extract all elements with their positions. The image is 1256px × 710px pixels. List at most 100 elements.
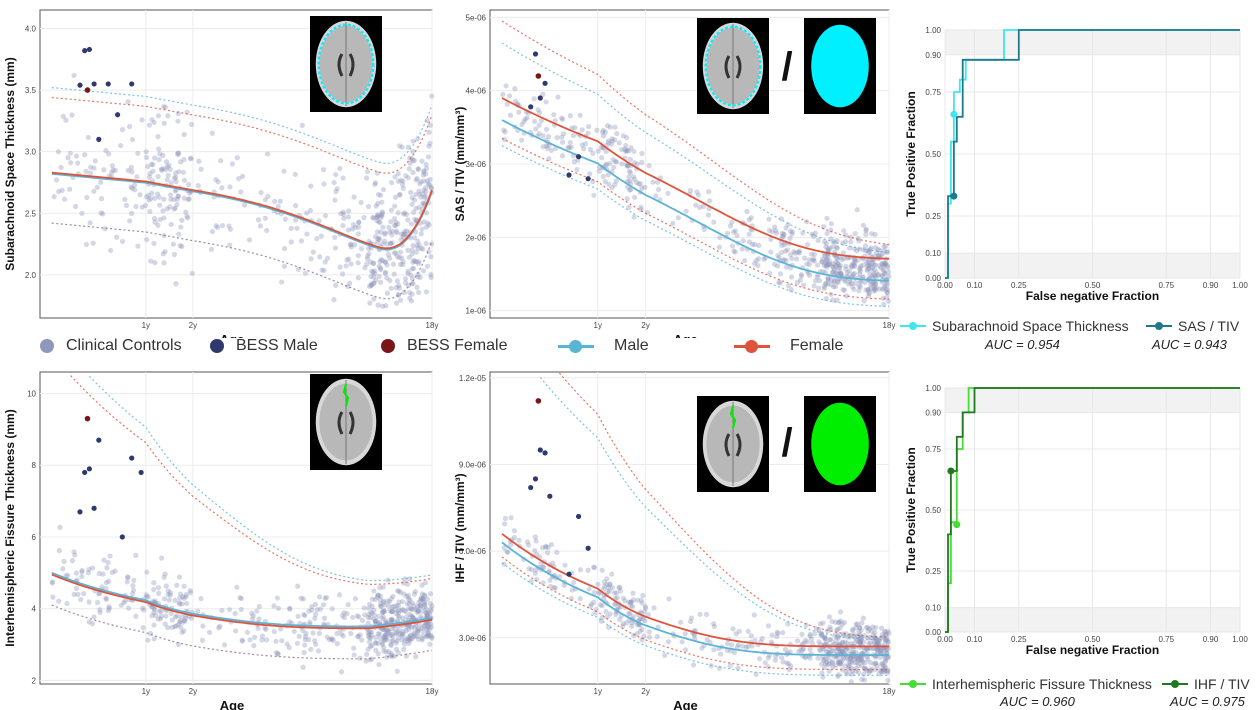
- x-tick-label: 18y: [883, 687, 896, 696]
- control-point: [626, 599, 632, 605]
- control-point: [395, 609, 402, 616]
- control-point: [829, 618, 835, 625]
- control-point: [102, 226, 108, 232]
- control-point: [400, 628, 406, 635]
- control-point: [642, 184, 648, 190]
- control-point: [398, 297, 404, 303]
- control-point: [654, 633, 660, 640]
- y-tick-label: 10: [27, 390, 36, 399]
- control-point: [152, 259, 158, 266]
- control-point: [300, 596, 306, 602]
- control-point: [393, 250, 399, 256]
- control-point: [821, 285, 827, 291]
- control-point: [421, 219, 427, 225]
- control-point: [293, 217, 299, 223]
- control-point: [388, 650, 394, 657]
- x-tick-label: 1y: [594, 687, 602, 696]
- control-point: [532, 548, 538, 554]
- control-point: [794, 638, 801, 644]
- control-point: [404, 601, 411, 607]
- control-point: [91, 188, 97, 194]
- control-point: [148, 258, 154, 264]
- control-point: [806, 261, 813, 268]
- control-point: [178, 224, 184, 230]
- control-point: [425, 612, 431, 618]
- control-point: [585, 130, 591, 136]
- control-point: [378, 603, 384, 609]
- control-point: [612, 137, 618, 143]
- control-point: [779, 230, 785, 236]
- control-point: [424, 625, 430, 631]
- control-point: [389, 626, 395, 632]
- control-point: [426, 143, 432, 149]
- control-point: [834, 278, 841, 284]
- control-point: [626, 204, 632, 210]
- control-point: [839, 257, 845, 263]
- control-point: [238, 595, 244, 602]
- control-point: [855, 257, 861, 263]
- control-point: [766, 270, 773, 276]
- control-point: [384, 241, 390, 247]
- control-point: [119, 127, 126, 133]
- control-point: [333, 188, 339, 195]
- control-point: [545, 134, 552, 140]
- roc-top-legend-item-2: SAS / TIV: [1146, 318, 1239, 334]
- control-point: [865, 259, 871, 265]
- control-point: [82, 152, 88, 158]
- control-point: [183, 591, 189, 598]
- control-point: [586, 123, 592, 130]
- control-point: [665, 639, 671, 645]
- control-point: [106, 151, 112, 157]
- control-point: [271, 603, 277, 609]
- y-tick-label: 1.00: [925, 384, 941, 393]
- control-point: [198, 595, 204, 602]
- control-point: [642, 603, 648, 610]
- control-point: [415, 608, 422, 614]
- control-point: [828, 227, 834, 233]
- y-axis-label: SAS / TIV (mm/mm³): [453, 107, 467, 222]
- control-point: [221, 642, 228, 648]
- control-point: [398, 231, 405, 237]
- control-point: [871, 261, 877, 268]
- control-point: [417, 603, 423, 609]
- y-axis-label: True Positive Fraction: [904, 91, 918, 216]
- control-point: [415, 608, 421, 614]
- control-point: [135, 243, 141, 249]
- control-point: [872, 272, 878, 279]
- control-point: [768, 639, 774, 645]
- control-point: [873, 660, 879, 666]
- control-point: [355, 253, 361, 259]
- control-point: [219, 185, 225, 191]
- control-point: [329, 606, 335, 612]
- roc-series-name: SAS / TIV: [1178, 318, 1240, 334]
- control-point: [373, 618, 379, 624]
- control-point: [804, 638, 810, 645]
- control-point: [381, 644, 387, 650]
- control-point: [379, 210, 386, 216]
- control-point: [198, 166, 204, 172]
- control-point: [106, 604, 112, 610]
- control-point: [632, 160, 638, 166]
- control-point: [884, 286, 891, 293]
- control-point: [860, 274, 866, 280]
- control-point: [856, 283, 862, 289]
- control-point: [854, 248, 860, 254]
- control-point: [705, 212, 712, 218]
- control-point: [777, 271, 784, 277]
- bess-male-point: [129, 81, 135, 87]
- control-point: [874, 663, 880, 669]
- bess-male-point: [575, 154, 582, 160]
- control-point: [879, 286, 886, 292]
- control-point: [302, 637, 308, 643]
- control-point: [852, 230, 858, 237]
- control-point: [859, 620, 865, 626]
- roc-series-name: Interhemispheric Fissure Thickness: [932, 676, 1152, 692]
- control-point: [307, 207, 314, 214]
- control-point: [368, 609, 374, 616]
- control-point: [161, 574, 167, 580]
- auc-label: AUC = 0.975: [1170, 694, 1245, 709]
- control-point: [844, 654, 850, 660]
- control-point: [631, 176, 637, 182]
- control-point: [160, 208, 166, 214]
- control-point: [162, 571, 168, 577]
